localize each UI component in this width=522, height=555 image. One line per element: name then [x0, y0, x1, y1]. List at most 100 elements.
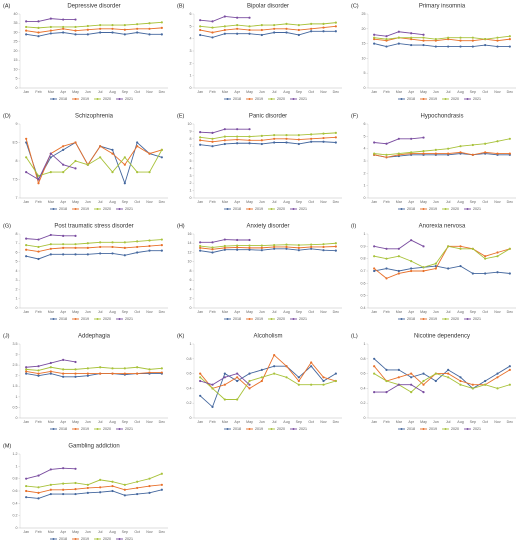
data-point — [236, 398, 239, 401]
series-line — [26, 484, 162, 494]
x-tick-label: Oct — [482, 310, 488, 314]
x-tick-label: Oct — [308, 420, 314, 424]
x-tick-label: Sep — [122, 200, 128, 204]
data-point — [49, 32, 52, 35]
data-point — [397, 255, 400, 258]
x-tick-label: Jul — [98, 90, 103, 94]
data-point — [297, 379, 300, 383]
data-point — [385, 379, 388, 383]
data-point — [99, 491, 102, 494]
legend-marker — [270, 318, 273, 320]
panel-label: (J) — [3, 333, 10, 339]
series-line — [200, 136, 336, 143]
legend-label: 2018 — [59, 537, 67, 541]
x-tick-label: Apr — [60, 90, 66, 94]
data-point — [25, 484, 28, 488]
data-point — [211, 387, 214, 390]
data-point — [62, 375, 65, 378]
y-tick-label: 10 — [362, 56, 366, 60]
data-point — [410, 32, 413, 35]
data-point — [160, 367, 163, 370]
data-point — [160, 148, 163, 151]
data-point — [260, 376, 263, 379]
data-point — [123, 483, 126, 486]
y-tick-label: 3 — [16, 353, 18, 357]
data-point — [49, 243, 52, 246]
data-point — [236, 32, 239, 35]
data-point — [310, 361, 313, 364]
legend-marker — [400, 318, 403, 320]
data-point — [111, 148, 114, 151]
data-point — [459, 45, 462, 48]
data-point — [123, 254, 126, 257]
data-point — [508, 365, 511, 368]
data-point — [99, 245, 102, 249]
x-tick-label: Jun — [85, 420, 91, 424]
legend-label: 2019 — [81, 207, 89, 211]
legend-label: 2018 — [407, 427, 415, 431]
data-point — [74, 243, 77, 246]
x-tick-label: Jan — [371, 420, 377, 424]
data-point — [297, 244, 300, 247]
data-point — [496, 376, 499, 379]
x-tick-label: Jan — [371, 90, 377, 94]
legend-label: 2019 — [81, 427, 89, 431]
data-point — [148, 22, 151, 25]
y-tick-label: 9 — [16, 122, 18, 126]
series-line — [200, 246, 336, 250]
x-tick-label: Nov — [146, 530, 153, 534]
legend-label: 2019 — [81, 537, 89, 541]
data-point — [37, 174, 40, 177]
legend-label: 2018 — [59, 317, 67, 321]
data-point — [260, 28, 263, 32]
data-point — [62, 368, 65, 371]
legend-marker — [74, 428, 77, 430]
legend-label: 2019 — [429, 317, 437, 321]
y-tick-label: 0 — [190, 86, 192, 90]
data-point — [285, 22, 288, 25]
data-point — [248, 139, 251, 142]
data-point — [74, 488, 77, 491]
data-point — [310, 30, 313, 33]
series-line — [373, 245, 510, 279]
data-point — [37, 365, 40, 368]
data-point — [148, 239, 151, 242]
data-point — [86, 372, 89, 375]
data-point — [62, 234, 65, 237]
legend-marker — [444, 98, 447, 100]
data-point — [273, 245, 276, 249]
data-point — [447, 267, 450, 270]
legend-label: 2018 — [233, 97, 241, 101]
data-point — [236, 142, 239, 145]
data-point — [99, 486, 102, 489]
data-point — [422, 33, 425, 36]
x-tick-label: Nov — [320, 420, 327, 424]
y-tick-label: 0.2 — [187, 401, 192, 405]
x-tick-label: Feb — [383, 200, 389, 204]
y-tick-label: 4 — [190, 287, 192, 291]
y-tick-label: 8 — [190, 269, 192, 273]
legend-label: 2018 — [407, 317, 415, 321]
data-point — [385, 391, 388, 394]
legend-marker — [270, 428, 273, 430]
data-point — [285, 134, 288, 137]
legend-label: 2020 — [277, 207, 285, 211]
legend-label: 2020 — [103, 427, 111, 431]
data-point — [484, 142, 487, 145]
x-tick-label: Jul — [446, 420, 451, 424]
legend-marker — [444, 428, 447, 430]
data-point — [74, 375, 77, 378]
data-point — [199, 136, 202, 139]
data-point — [373, 372, 376, 375]
data-point — [236, 372, 239, 375]
data-point — [136, 486, 139, 490]
x-tick-label: Jan — [197, 310, 203, 314]
legend-marker — [292, 318, 295, 320]
data-point — [447, 245, 450, 248]
data-point — [223, 248, 226, 251]
x-tick-label: Apr — [60, 420, 66, 424]
y-tick-label: 7.5 — [13, 177, 18, 181]
x-tick-label: Aug — [283, 90, 289, 94]
data-point — [148, 171, 151, 174]
data-point — [334, 25, 337, 28]
